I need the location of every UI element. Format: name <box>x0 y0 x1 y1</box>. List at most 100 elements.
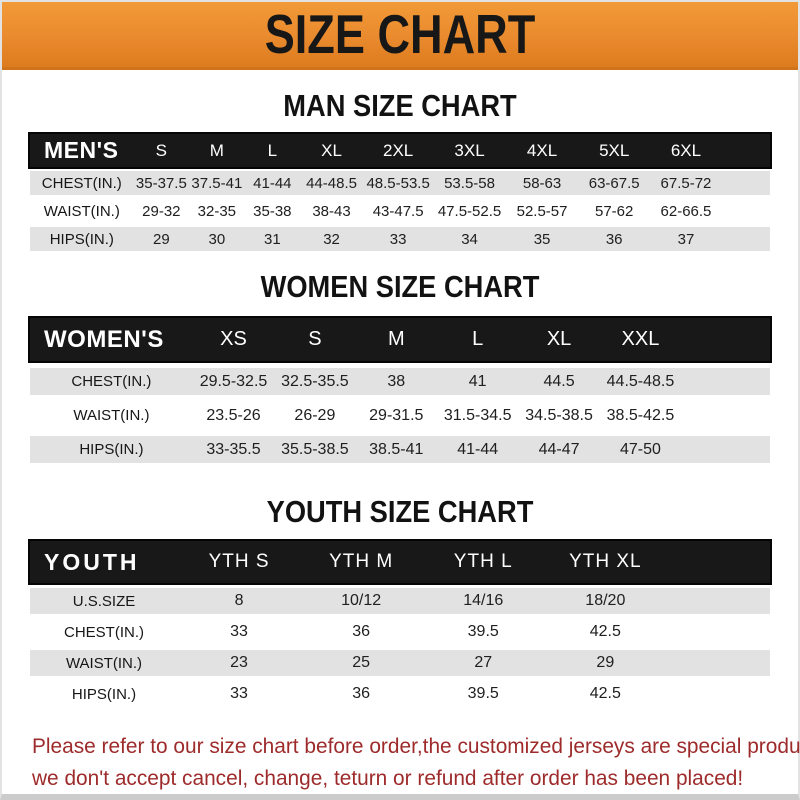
footer-note-line2: we don't accept cancel, change, teturn o… <box>32 766 744 790</box>
youth-table-wrap: YOUTH YTH S YTH M YTH L YTH XL U.S.SIZE 8 10/12… <box>2 536 798 712</box>
spacer-cell <box>722 199 770 223</box>
spacer-cell <box>681 318 770 361</box>
size-value-cell: 38 <box>387 372 406 390</box>
size-value-cell: 44.5 <box>543 372 575 390</box>
size-column-header: XL <box>321 140 342 160</box>
size-value-cell: 58-63 <box>522 174 562 192</box>
size-value-cell: 41-44 <box>457 440 499 458</box>
spacer-cell <box>666 541 770 583</box>
size-value-cell: 29 <box>596 654 615 671</box>
size-value-cell: 35 <box>533 230 551 248</box>
table-row: HIPS(IN.) 33-35.5 35.5-38.5 38.5-41 41-44 44-… <box>30 436 770 463</box>
size-value-cell: 41 <box>468 372 487 390</box>
spacer-cell <box>681 436 770 463</box>
size-column-header: S <box>308 328 322 350</box>
size-value-cell: 30 <box>208 230 226 248</box>
size-column-header: 2XL <box>383 140 414 160</box>
size-value-cell: 23 <box>230 654 248 671</box>
size-value-cell: 47.5-52.5 <box>437 202 502 220</box>
size-value-cell: 47-50 <box>619 440 661 458</box>
row-label-cell: HIPS(IN.) <box>71 685 137 703</box>
table-row: CHEST(IN.) 35-37.5 37.5-41 41-44 44-48.5 48.5… <box>30 171 770 195</box>
size-column-header: L <box>267 140 278 160</box>
size-column-header: 3XL <box>454 140 485 160</box>
size-value-cell: 44.5-48.5 <box>606 372 675 390</box>
size-value-cell: 53.5-58 <box>444 174 495 192</box>
size-value-cell: 39.5 <box>467 685 499 702</box>
women-section: WOMEN SIZE CHART WOMEN'S XS S M L XL XXL CHEST(… <box>2 269 798 470</box>
size-value-cell: 48.5-53.5 <box>366 174 430 192</box>
size-value-cell: 14/16 <box>463 592 504 609</box>
size-value-cell: 23.5-26 <box>206 406 261 424</box>
size-value-cell: 42.5 <box>589 685 621 702</box>
women-section-heading: WOMEN SIZE CHART <box>260 269 540 304</box>
size-value-cell: 29-31.5 <box>369 406 424 424</box>
size-column-header: YTH S <box>208 551 270 572</box>
table-row: CHEST(IN.) 33 36 39.5 42.5 <box>30 619 770 645</box>
table-row: WAIST(IN.) 29-32 32-35 35-38 38-43 43-47.5 47.… <box>30 199 770 223</box>
spacer-cell <box>722 134 770 167</box>
size-value-cell: 67.5-72 <box>660 174 712 192</box>
spacer-cell <box>722 227 770 251</box>
size-value-cell: 38-43 <box>312 202 351 220</box>
size-value-cell: 38.5-42.5 <box>606 406 675 424</box>
size-value-cell: 36 <box>352 685 371 702</box>
row-label-cell: CHEST(IN.) <box>71 373 152 390</box>
size-value-cell: 32-35 <box>197 202 237 220</box>
size-value-cell: 10/12 <box>341 592 382 609</box>
size-value-cell: 44-47 <box>538 440 580 458</box>
men-section-heading: MAN SIZE CHART <box>283 88 517 123</box>
women-size-table: WOMEN'S XS S M L XL XXL CHEST(IN.) 29.5-32.5 32.5… <box>30 311 770 470</box>
size-column-header: S <box>155 140 168 160</box>
size-value-cell: 43-47.5 <box>372 202 424 220</box>
size-value-cell: 36 <box>605 230 623 248</box>
table-row: WAIST(IN.) 23 25 27 29 <box>30 650 770 676</box>
row-label-cell: WAIST(IN.) <box>65 654 143 672</box>
size-value-cell: 32 <box>323 230 340 248</box>
size-column-header: XS <box>220 328 247 350</box>
size-value-cell: 35-37.5 <box>135 174 187 192</box>
row-label-cell: HIPS(IN.) <box>49 230 114 248</box>
men-size-table: MEN'S S M L XL 2XL 3XL 4XL 5XL 6XL CHEST(IN.) 35-37… <box>30 130 770 255</box>
size-value-cell: 38.5-41 <box>369 440 424 458</box>
size-column-header: YTH XL <box>569 551 642 572</box>
spacer-cell <box>666 619 770 645</box>
footer-note: Please refer to our size chart before or… <box>2 730 800 794</box>
size-column-header: M <box>209 140 224 160</box>
size-value-cell: 35.5-38.5 <box>281 440 349 458</box>
banner-title: SIZE CHART <box>264 3 536 65</box>
size-value-cell: 34.5-38.5 <box>525 406 593 424</box>
table-row: MEN'S S M L XL 2XL 3XL 4XL 5XL 6XL <box>30 134 770 167</box>
size-value-cell: 37 <box>677 230 695 248</box>
row-label-cell: WAIST(IN.) <box>43 202 120 220</box>
men-section: MAN SIZE CHART MEN'S S M L XL 2XL 3XL 4XL 5XL 6XL… <box>2 88 798 255</box>
size-value-cell: 25 <box>352 654 371 671</box>
spacer-cell <box>666 650 770 676</box>
size-value-cell: 37.5-41 <box>191 174 243 192</box>
size-value-cell: 39.5 <box>467 623 499 640</box>
size-value-cell: 35-38 <box>253 202 292 220</box>
size-value-cell: 41-44 <box>253 174 292 192</box>
size-value-cell: 33 <box>230 623 248 640</box>
size-value-cell: 18/20 <box>585 592 626 609</box>
size-value-cell: 33 <box>389 230 407 248</box>
size-value-cell: 33-35.5 <box>206 440 261 458</box>
men-table-wrap: MEN'S S M L XL 2XL 3XL 4XL 5XL 6XL CHEST(IN.) 35-37… <box>2 130 798 255</box>
table-title-cell: YOUTH <box>44 548 140 575</box>
size-column-header: 4XL <box>526 140 558 160</box>
footer-note-line1: Please refer to our size chart before or… <box>32 734 800 758</box>
size-column-header: M <box>387 328 405 350</box>
size-column-header: 5XL <box>599 140 630 160</box>
size-value-cell: 36 <box>352 623 371 640</box>
size-value-cell: 52.5-57 <box>516 202 568 220</box>
row-label-cell: HIPS(IN.) <box>79 441 144 458</box>
row-label-cell: U.S.SIZE <box>72 592 136 610</box>
size-column-header: YTH L <box>453 551 513 572</box>
youth-section: YOUTH SIZE CHART YOUTH YTH S YTH M YTH L YTH… <box>2 494 798 712</box>
size-value-cell: 62-66.5 <box>660 202 712 220</box>
size-value-cell: 57-62 <box>595 202 634 220</box>
size-column-header: XL <box>546 328 572 350</box>
table-row: HIPS(IN.) 33 36 39.5 42.5 <box>30 681 770 707</box>
spacer-cell <box>681 402 770 429</box>
size-value-cell: 31 <box>264 230 281 248</box>
